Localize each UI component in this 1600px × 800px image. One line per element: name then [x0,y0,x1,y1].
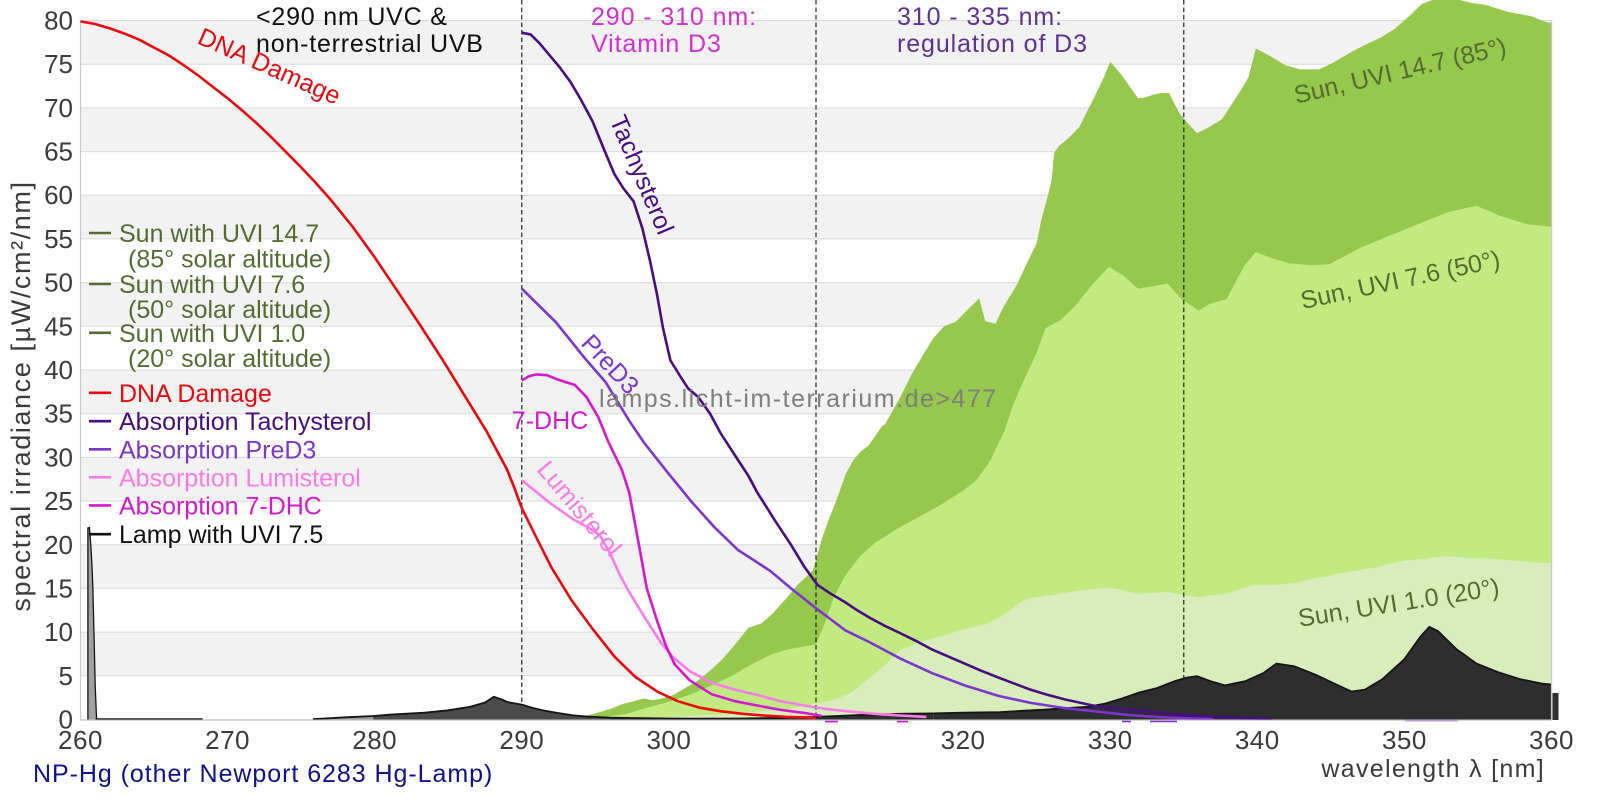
svg-text:320: 320 [941,725,986,755]
svg-text:360: 360 [1529,725,1574,755]
svg-text:280: 280 [352,725,397,755]
svg-text:270: 270 [205,725,250,755]
svg-text:NP-Hg (other Newport 6283 Hg-L: NP-Hg (other Newport 6283 Hg-Lamp) [33,760,493,788]
svg-text:Sun with UVI 1.0: Sun with UVI 1.0 [119,320,305,348]
svg-text:45: 45 [44,311,73,341]
svg-text:350: 350 [1382,725,1427,755]
svg-text:DNA Damage: DNA Damage [119,380,272,408]
svg-text:15: 15 [44,573,73,603]
svg-text:300: 300 [646,725,691,755]
svg-text:wavelength λ [nm]: wavelength λ [nm] [1320,755,1545,783]
svg-text:regulation of D3: regulation of D3 [897,30,1088,58]
svg-text:290: 290 [499,725,544,755]
svg-text:lamps.licht-im-terrarium.de>47: lamps.licht-im-terrarium.de>477 [599,385,998,413]
svg-text:Absorption Lumisterol: Absorption Lumisterol [119,464,361,492]
svg-text:20: 20 [44,530,73,560]
svg-text:340: 340 [1235,725,1280,755]
svg-text:10: 10 [44,617,73,647]
svg-text:55: 55 [44,224,73,254]
svg-text:Lamp with UVI 7.5: Lamp with UVI 7.5 [119,521,323,549]
svg-text:non-terrestrial UVB: non-terrestrial UVB [256,30,484,58]
svg-text:50: 50 [44,268,73,298]
svg-text:Sun with UVI 14.7: Sun with UVI 14.7 [119,220,319,248]
svg-text:65: 65 [44,137,73,167]
svg-text:<290 nm UVC &: <290 nm UVC & [256,3,448,31]
svg-text:70: 70 [44,93,73,123]
svg-text:Sun with UVI 7.6: Sun with UVI 7.6 [119,271,305,299]
svg-text:(50° solar altitude): (50° solar altitude) [128,296,331,324]
svg-text:7-DHC: 7-DHC [512,407,588,435]
svg-text:80: 80 [44,6,73,36]
svg-text:Absorption PreD3: Absorption PreD3 [119,436,316,464]
svg-text:40: 40 [44,355,73,385]
svg-text:Vitamin D3: Vitamin D3 [591,30,722,58]
svg-text:Absorption 7-DHC: Absorption 7-DHC [119,492,322,520]
svg-text:spectral irradiance [µW/cm²/nm: spectral irradiance [µW/cm²/nm] [6,180,36,611]
svg-text:Absorption Tachysterol: Absorption Tachysterol [119,408,371,436]
svg-text:310: 310 [794,725,839,755]
svg-text:310 - 335 nm:: 310 - 335 nm: [897,3,1063,31]
svg-text:(85° solar altitude): (85° solar altitude) [128,246,331,274]
svg-text:75: 75 [44,49,73,79]
svg-text:30: 30 [44,442,73,472]
svg-text:5: 5 [59,661,73,691]
svg-text:(20° solar altitude): (20° solar altitude) [128,345,331,373]
svg-text:260: 260 [58,725,103,755]
svg-text:0: 0 [59,705,73,735]
svg-text:35: 35 [44,399,73,429]
svg-text:25: 25 [44,486,73,516]
svg-text:290 - 310 nm:: 290 - 310 nm: [591,3,757,31]
svg-text:330: 330 [1088,725,1133,755]
svg-text:60: 60 [44,180,73,210]
